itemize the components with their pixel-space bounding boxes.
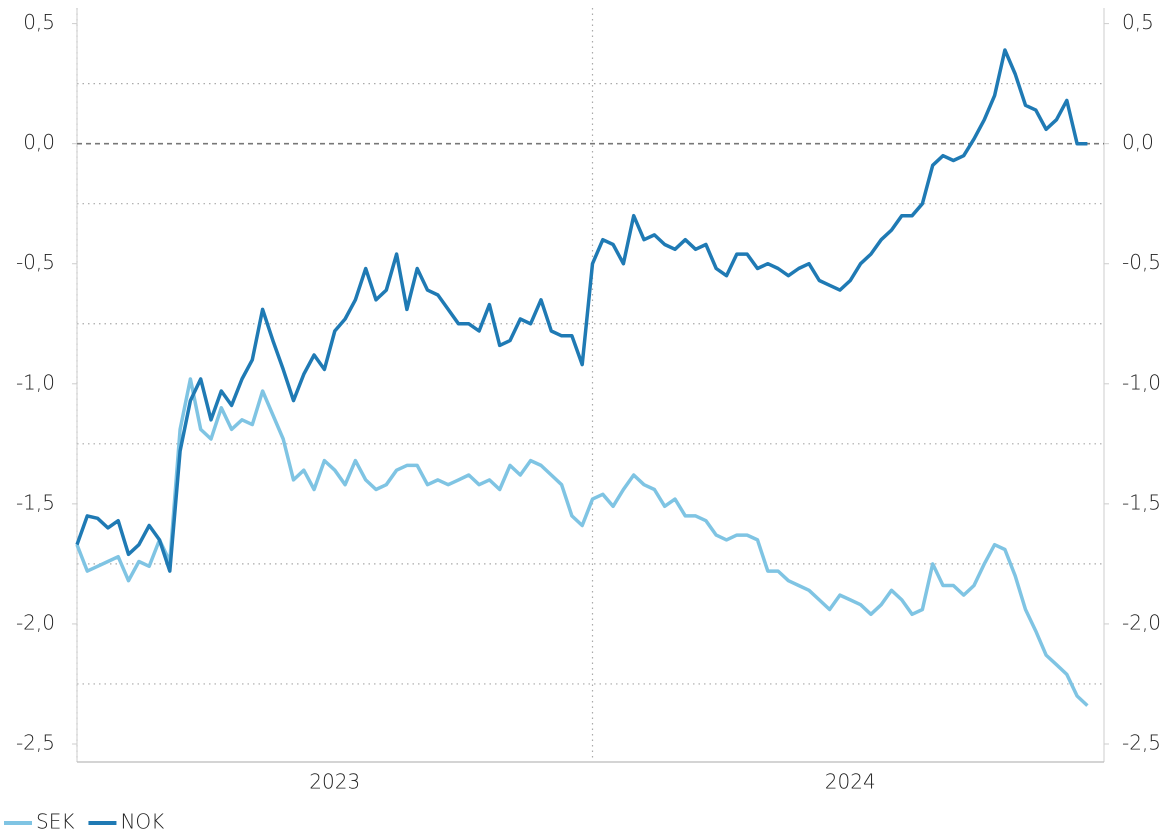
y2-tick-label: -2,5 <box>1122 730 1161 754</box>
y-tick-label: -2,5 <box>16 730 55 754</box>
y-tick-label: -1,0 <box>16 370 55 394</box>
legend-label: NOK <box>120 810 164 834</box>
y2-tick-label: 0,0 <box>1122 130 1154 154</box>
x-tick-label: 2023 <box>309 770 360 794</box>
series-line <box>75 48 1088 573</box>
series-line <box>75 377 1089 707</box>
y2-tick-label: -1,0 <box>1122 370 1161 394</box>
x-tick-label: 2024 <box>825 770 876 794</box>
y2-tick-label: 0,5 <box>1122 10 1154 34</box>
y2-tick-label: -2,0 <box>1122 610 1161 634</box>
y2-tick-label: -1,5 <box>1122 490 1161 514</box>
legend-label: SEK <box>36 810 74 834</box>
y-tick-label: -2,0 <box>16 610 55 634</box>
y-tick-label: 0,5 <box>23 10 55 34</box>
y-tick-label: -0,5 <box>16 250 55 274</box>
y-tick-label: 0,0 <box>23 130 55 154</box>
y2-tick-label: -0,5 <box>1122 250 1161 274</box>
y-tick-label: -1,5 <box>16 490 55 514</box>
